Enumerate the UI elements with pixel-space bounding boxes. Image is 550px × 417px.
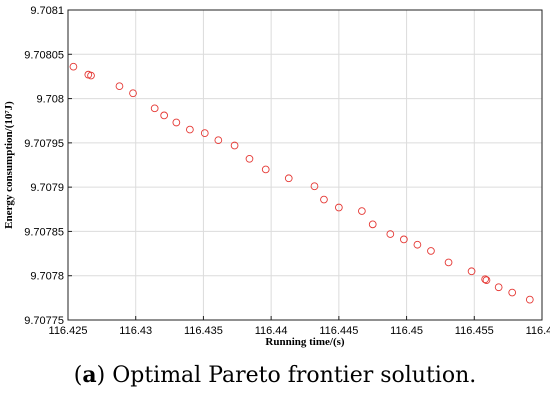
axis-ticks: 116.425 116.43 116.435 116.44 116.445 116.45 1… — [24, 5, 550, 337]
x-tick-label: 116.45 — [390, 325, 423, 337]
data-point — [129, 89, 137, 98]
data-point — [214, 136, 223, 145]
grid-lines — [67, 9, 543, 321]
data-points — [69, 62, 534, 304]
data-point — [284, 174, 293, 183]
data-point — [508, 288, 517, 297]
y-tick-label: 9.708 — [36, 94, 64, 106]
data-point — [310, 182, 319, 191]
x-tick-label: 116.43 — [119, 325, 152, 337]
data-point — [245, 154, 254, 163]
data-point — [200, 129, 209, 137]
y-tick-label: 9.70775 — [24, 315, 64, 327]
x-axis-label: Running time/(s) — [265, 336, 344, 348]
y-tick-label: 9.70795 — [24, 138, 64, 150]
x-tick-label: 116.455 — [455, 325, 494, 337]
caption-label: a — [82, 362, 97, 388]
y-tick-label: 9.7078 — [30, 271, 64, 283]
data-point — [525, 295, 534, 304]
data-point — [467, 267, 476, 276]
plot-area — [67, 9, 543, 321]
data-point — [413, 240, 422, 249]
y-tick-label: 9.70805 — [24, 49, 64, 61]
data-point — [69, 62, 78, 71]
data-point — [160, 111, 169, 120]
data-point — [320, 195, 328, 204]
data-point — [335, 203, 343, 212]
data-point — [400, 235, 408, 244]
data-point — [186, 125, 194, 134]
x-tick-label: 116.44 — [255, 325, 288, 337]
data-point — [481, 275, 489, 284]
x-tick-label: 116.435 — [184, 325, 223, 337]
data-point — [494, 283, 503, 292]
data-point — [115, 82, 124, 91]
data-point — [261, 165, 270, 174]
data-point — [368, 220, 377, 229]
x-tick-label: 116.46 — [526, 325, 550, 337]
data-point — [444, 258, 453, 267]
y-axis-label: Energy consumption/(10⁷J) — [3, 101, 15, 229]
data-point — [482, 276, 491, 284]
caption-text: Optimal Pareto frontier solution. — [105, 363, 477, 388]
data-point — [172, 118, 181, 127]
y-tick-label: 9.7079 — [30, 182, 64, 194]
figure-caption: (a) Optimal Pareto frontier solution. — [73, 362, 477, 388]
data-point — [358, 207, 366, 215]
data-point — [427, 247, 435, 255]
data-point — [230, 141, 239, 150]
data-point — [386, 230, 395, 238]
y-tick-label: 9.7081 — [30, 5, 64, 17]
x-tick-label: 116.425 — [49, 325, 88, 337]
x-tick-label: 116.445 — [319, 325, 358, 337]
data-point — [87, 71, 95, 80]
y-tick-label: 9.70785 — [24, 226, 64, 238]
data-point — [150, 104, 159, 113]
